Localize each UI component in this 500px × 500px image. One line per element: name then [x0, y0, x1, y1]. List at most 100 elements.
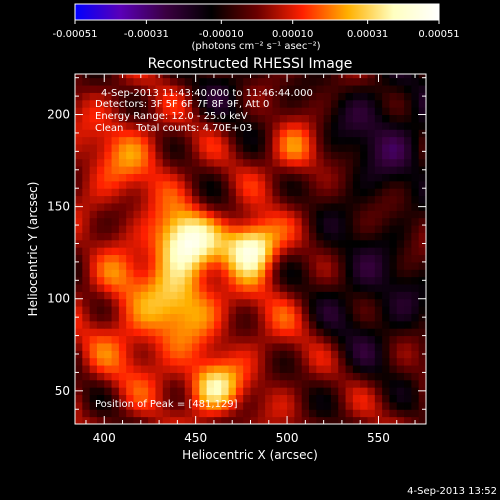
heatmap-cell [396, 335, 405, 344]
heatmap-cell [418, 269, 426, 278]
heatmap-cell [155, 261, 164, 270]
heatmap-cell [213, 107, 222, 116]
heatmap-cell [360, 291, 368, 300]
heatmap-cell [221, 306, 230, 314]
heatmap-cell [192, 232, 200, 241]
heatmap-cell [272, 401, 281, 410]
heatmap-cell [192, 409, 200, 418]
heatmap-cell [82, 306, 91, 314]
heatmap-cell [221, 335, 230, 344]
heatmap-cell [75, 210, 83, 219]
heatmap-cell [126, 239, 134, 248]
heatmap-cell [199, 372, 208, 381]
heatmap-cell [221, 85, 230, 93]
heatmap-cell [316, 350, 325, 359]
heatmap-cell [133, 416, 142, 424]
heatmap-cell [265, 298, 273, 307]
heatmap-cell [272, 144, 281, 152]
heatmap-cell [192, 92, 200, 101]
heatmap-cell [316, 313, 325, 322]
heatmap-cell [221, 372, 230, 381]
heatmap-cell [367, 342, 376, 351]
heatmap-cell [287, 335, 295, 344]
heatmap-cell [294, 217, 303, 226]
heatmap-cell [301, 158, 310, 167]
heatmap-cell [301, 313, 310, 322]
heatmap-cell [294, 92, 303, 101]
heatmap-cell [89, 261, 98, 270]
heatmap-cell [330, 372, 339, 381]
heatmap-cell [170, 114, 178, 123]
heatmap-cell [294, 136, 303, 145]
heatmap-cell [367, 261, 376, 270]
heatmap-cell [257, 284, 266, 292]
heatmap-cell [228, 379, 237, 388]
heatmap-cell [199, 195, 208, 204]
heatmap-cell [118, 306, 127, 314]
heatmap-cell [279, 180, 288, 189]
heatmap-cell [148, 239, 156, 248]
heatmap-cell [133, 114, 142, 123]
heatmap-cell [199, 151, 208, 160]
heatmap-cell [89, 387, 98, 396]
heatmap-cell [133, 136, 142, 145]
heatmap-cell [257, 188, 266, 197]
heatmap-cell [104, 77, 113, 86]
heatmap-cell [389, 144, 398, 152]
heatmap-cell [330, 342, 339, 351]
heatmap-cell [89, 269, 98, 278]
heatmap-cell [250, 247, 259, 256]
heatmap-cell [235, 166, 244, 174]
heatmap-cell [404, 173, 412, 182]
heatmap-cell [213, 261, 222, 270]
heatmap-cell [206, 129, 215, 138]
heatmap-cell [148, 269, 156, 278]
heatmap-cell [316, 77, 325, 86]
heatmap-cell [330, 379, 339, 388]
heatmap-cell [104, 298, 113, 307]
heatmap-cell [235, 77, 244, 86]
heatmap-cell [170, 357, 178, 366]
heatmap-cell [133, 342, 142, 351]
heatmap-cell [309, 357, 317, 366]
heatmap-cell [360, 99, 368, 108]
heatmap-cell [345, 107, 354, 116]
heatmap-cell [338, 269, 347, 278]
heatmap-cell [345, 74, 354, 79]
heatmap-cell [133, 188, 142, 197]
heatmap-cell [404, 166, 412, 174]
heatmap-cell [301, 99, 310, 108]
heatmap-cell [192, 136, 200, 145]
heatmap-cell [82, 99, 91, 108]
heatmap-cell [162, 173, 171, 182]
heatmap-cell [206, 77, 215, 86]
heatmap-cell [279, 114, 288, 123]
heatmap-cell [162, 92, 171, 101]
heatmap-cell [272, 85, 281, 93]
heatmap-cell [118, 166, 127, 174]
heatmap-cell [301, 232, 310, 241]
heatmap-cell [235, 276, 244, 285]
heatmap-cell [323, 173, 332, 182]
heatmap-cell [140, 350, 149, 359]
heatmap-cell [199, 129, 208, 138]
heatmap-cell [162, 409, 171, 418]
heatmap-cell [148, 173, 156, 182]
heatmap-cell [140, 129, 149, 138]
heatmap-cell [279, 261, 288, 270]
heatmap-cell [301, 372, 310, 381]
heatmap-cell [360, 328, 368, 337]
heatmap-cell [374, 401, 383, 410]
heatmap-cell [243, 306, 251, 314]
heatmap-cell [287, 320, 295, 329]
heatmap-cell [272, 328, 281, 337]
heatmap-cell [360, 387, 368, 396]
heatmap-cell [235, 180, 244, 189]
heatmap-cell [250, 158, 259, 167]
heatmap-cell [360, 114, 368, 123]
heatmap-cell [338, 313, 347, 322]
heatmap-cell [111, 379, 120, 388]
heatmap-cell [330, 409, 339, 418]
heatmap-cell [206, 306, 215, 314]
heatmap-cell [279, 335, 288, 344]
